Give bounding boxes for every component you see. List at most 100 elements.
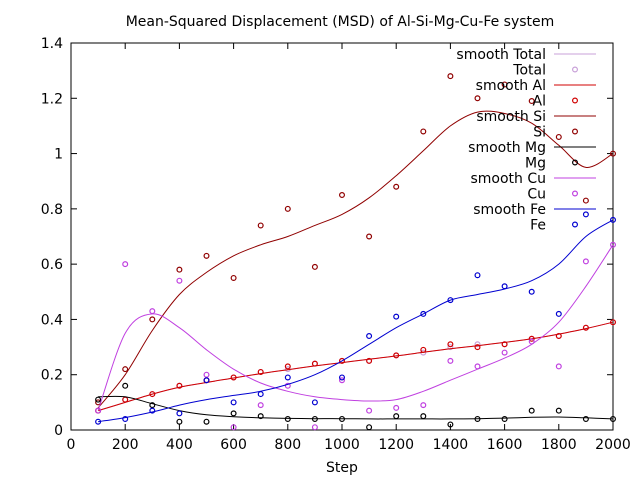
mg-point — [447, 421, 454, 428]
fe-point — [447, 297, 454, 304]
al-point — [609, 319, 616, 326]
fe-point — [149, 407, 156, 414]
al-point — [366, 357, 373, 364]
legend-point-sample — [571, 159, 578, 166]
mg-point — [203, 418, 210, 425]
y-tick-label: 1 — [54, 147, 63, 163]
al-point — [393, 352, 400, 359]
mg-point — [176, 418, 183, 425]
al-point — [555, 333, 562, 340]
x-tick-label: 200 — [112, 437, 139, 453]
si-point — [230, 274, 237, 281]
cu-point — [528, 338, 535, 345]
cu-point — [339, 377, 346, 384]
cu-point — [447, 357, 454, 364]
si-point — [555, 133, 562, 140]
mg-point — [122, 382, 129, 389]
x-tick-label: 800 — [274, 437, 301, 453]
mg-point — [339, 415, 346, 422]
cu-point — [203, 371, 210, 378]
mg-point — [555, 407, 562, 414]
x-tick-label: 1000 — [324, 437, 360, 453]
total-point — [447, 344, 454, 351]
mg-point — [95, 396, 102, 403]
smooth-cu-line — [97, 244, 614, 411]
x-tick-label: 1400 — [433, 437, 469, 453]
fe-point — [122, 415, 129, 422]
cu-point — [393, 404, 400, 411]
si-point — [122, 366, 129, 373]
x-tick-label: 1800 — [541, 437, 577, 453]
legend-label: smooth Cu — [470, 171, 546, 187]
fe-point — [311, 399, 318, 406]
smooth-mg-line — [98, 395, 614, 420]
si-point — [339, 192, 346, 199]
al-point — [501, 341, 508, 348]
fe-point — [366, 333, 373, 340]
y-tick-label: 0.2 — [41, 368, 63, 384]
cu-point — [95, 407, 102, 414]
cu-point — [149, 308, 156, 315]
si-point — [203, 252, 210, 259]
chart-title: Mean-Squared Displacement (MSD) of Al-Si… — [126, 14, 555, 30]
series-layer — [95, 73, 616, 431]
legend-label: smooth Si — [476, 109, 546, 125]
al-point — [311, 360, 318, 367]
x-tick-label: 1200 — [378, 437, 414, 453]
si-point — [609, 150, 616, 157]
mg-point — [257, 413, 264, 420]
cu-point — [501, 349, 508, 356]
fe-point — [582, 211, 589, 218]
al-point — [176, 382, 183, 389]
legend-point-sample — [571, 128, 578, 135]
y-tick-label: 0 — [54, 423, 63, 439]
cu-point — [176, 277, 183, 284]
al-point — [528, 335, 535, 342]
si-point — [284, 205, 291, 212]
si-point — [176, 266, 183, 273]
si-point — [366, 233, 373, 240]
x-tick-label: 2000 — [595, 437, 631, 453]
si-point — [582, 197, 589, 204]
si-point — [474, 95, 481, 102]
fe-point — [257, 391, 264, 398]
mg-point — [420, 413, 427, 420]
mg-point — [582, 415, 589, 422]
y-tick-label: 1.4 — [41, 36, 63, 52]
legend-label: Total — [512, 63, 546, 79]
si-point — [528, 98, 535, 105]
cu-point — [474, 363, 481, 370]
x-tick-label: 1600 — [487, 437, 523, 453]
legend-label: Mg — [525, 156, 546, 172]
legend-label: Si — [533, 125, 546, 141]
si-point — [311, 263, 318, 270]
x-tick-label: 400 — [166, 437, 193, 453]
legend-label: Cu — [527, 187, 546, 203]
legend-label: smooth Total — [456, 47, 546, 63]
y-tick-label: 1.2 — [41, 91, 63, 107]
y-tick-label: 0.4 — [41, 312, 63, 328]
si-point — [393, 183, 400, 190]
cu-point — [284, 382, 291, 389]
mg-point — [284, 415, 291, 422]
al-point — [420, 346, 427, 353]
smooth-fe-line — [98, 219, 614, 423]
cu-point — [311, 424, 318, 431]
cu-point — [555, 363, 562, 370]
fe-point — [95, 418, 102, 425]
smooth-si-line — [97, 110, 614, 409]
al-point — [339, 357, 346, 364]
cu-point — [257, 402, 264, 409]
legend-label: smooth Fe — [473, 202, 546, 218]
fe-point — [501, 283, 508, 290]
fe-point — [555, 310, 562, 317]
al-point — [257, 368, 264, 375]
mg-point — [528, 407, 535, 414]
fe-point — [176, 410, 183, 417]
legend-point-sample — [571, 66, 578, 73]
al-point — [284, 363, 291, 370]
si-point — [420, 128, 427, 135]
fe-point — [393, 313, 400, 320]
mg-point — [501, 415, 508, 422]
